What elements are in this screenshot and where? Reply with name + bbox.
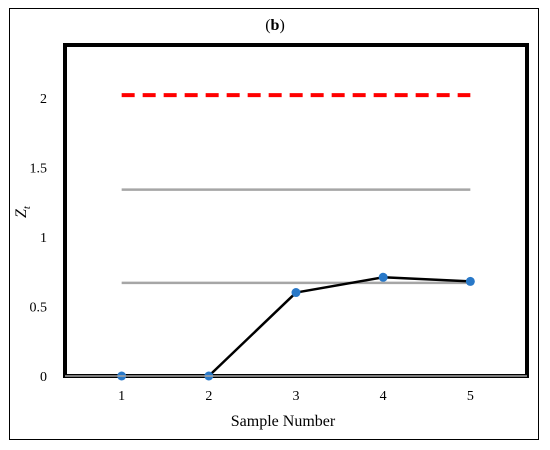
plot-area-border (63, 43, 529, 378)
chart-title: (b) (265, 17, 285, 34)
x-tick-label: 5 (467, 389, 474, 404)
y-tick-label: 1 (40, 231, 47, 246)
reference-lines (121, 93, 471, 285)
y-tick-label: 1.5 (30, 161, 48, 176)
y-axis-label-main: Z (13, 208, 30, 218)
y-tick-label: 0 (40, 370, 47, 385)
x-tick-labels: 1 2 3 4 5 (118, 389, 474, 404)
x-tick-label: 1 (118, 389, 125, 404)
x-axis-label: Sample Number (231, 413, 336, 430)
chart-title-close: ) (279, 17, 284, 34)
chart-title-open: ( (265, 17, 270, 34)
y-tick-label: 2 (40, 92, 47, 107)
y-tick-labels: 0 0.5 1 1.5 2 (30, 92, 48, 385)
y-axis-label: Zt (13, 205, 33, 218)
y-axis-label-subscript: t (21, 205, 33, 209)
x-tick-label: 2 (205, 389, 212, 404)
data-point (465, 276, 475, 286)
chart-title-letter: b (271, 17, 280, 34)
data-point (378, 272, 388, 282)
data-point (291, 288, 301, 298)
y-tick-label: 0.5 (30, 300, 48, 315)
x-tick-label: 4 (380, 389, 387, 404)
x-tick-label: 3 (293, 389, 300, 404)
